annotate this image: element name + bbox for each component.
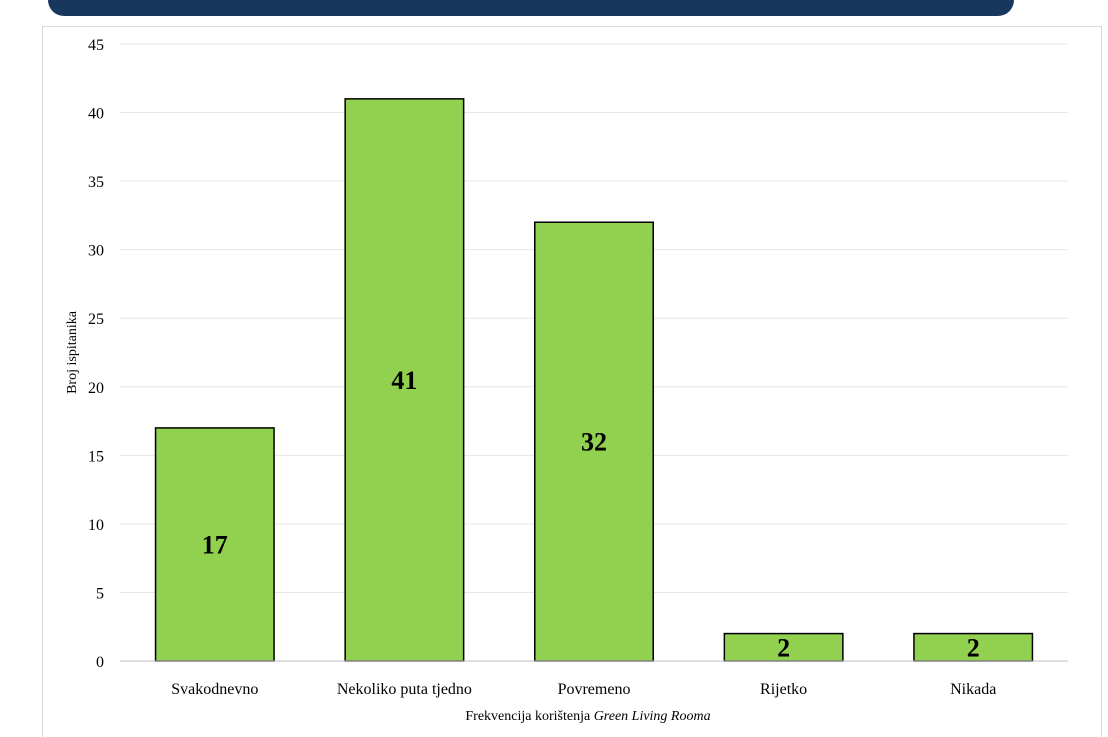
x-tick-label: Svakodnevno xyxy=(171,681,258,698)
y-tick-label: 40 xyxy=(88,106,104,123)
y-tick-label: 30 xyxy=(88,243,104,260)
bar xyxy=(723,632,844,662)
top-banner xyxy=(48,0,1014,16)
x-axis-ticks: Svakodnevno Nekoliko puta tjedno Povremeno… xyxy=(171,681,996,698)
x-tick-label: Nekoliko puta tjedno xyxy=(337,681,472,698)
bar-value-label: 32 xyxy=(581,428,607,457)
x-axis-title-italic: Green Living Rooma xyxy=(594,709,711,724)
y-tick-label: 25 xyxy=(88,311,104,328)
y-axis-ticks: 0 5 10 15 20 25 30 35 40 45 xyxy=(88,37,104,671)
y-tick-label: 5 xyxy=(96,585,104,602)
data-labels: 17 41 32 2 2 xyxy=(202,366,980,662)
x-axis-title-text: Frekvencija korištenja xyxy=(465,709,593,724)
bar xyxy=(534,221,654,662)
bar xyxy=(913,632,1034,662)
y-tick-label: 0 xyxy=(96,654,104,671)
bar xyxy=(344,98,465,662)
bars xyxy=(154,98,1034,662)
x-tick-label: Nikada xyxy=(950,681,996,698)
bar-value-label: 17 xyxy=(202,530,228,559)
y-tick-label: 15 xyxy=(88,448,104,465)
bar-value-label: 2 xyxy=(967,633,980,662)
x-tick-label: Rijetko xyxy=(760,681,807,698)
y-tick-label: 10 xyxy=(88,517,104,534)
bar-value-label: 41 xyxy=(391,366,417,395)
bar xyxy=(154,427,275,662)
x-tick-label: Povremeno xyxy=(558,681,631,698)
y-tick-label: 35 xyxy=(88,174,104,191)
bar-value-label: 2 xyxy=(777,633,790,662)
y-tick-label: 20 xyxy=(88,380,104,397)
x-axis-title: Frekvencija korištenja Green Living Room… xyxy=(465,709,710,724)
y-tick-label: 45 xyxy=(88,37,104,54)
y-axis-title: Broj ispitanika xyxy=(65,310,80,394)
